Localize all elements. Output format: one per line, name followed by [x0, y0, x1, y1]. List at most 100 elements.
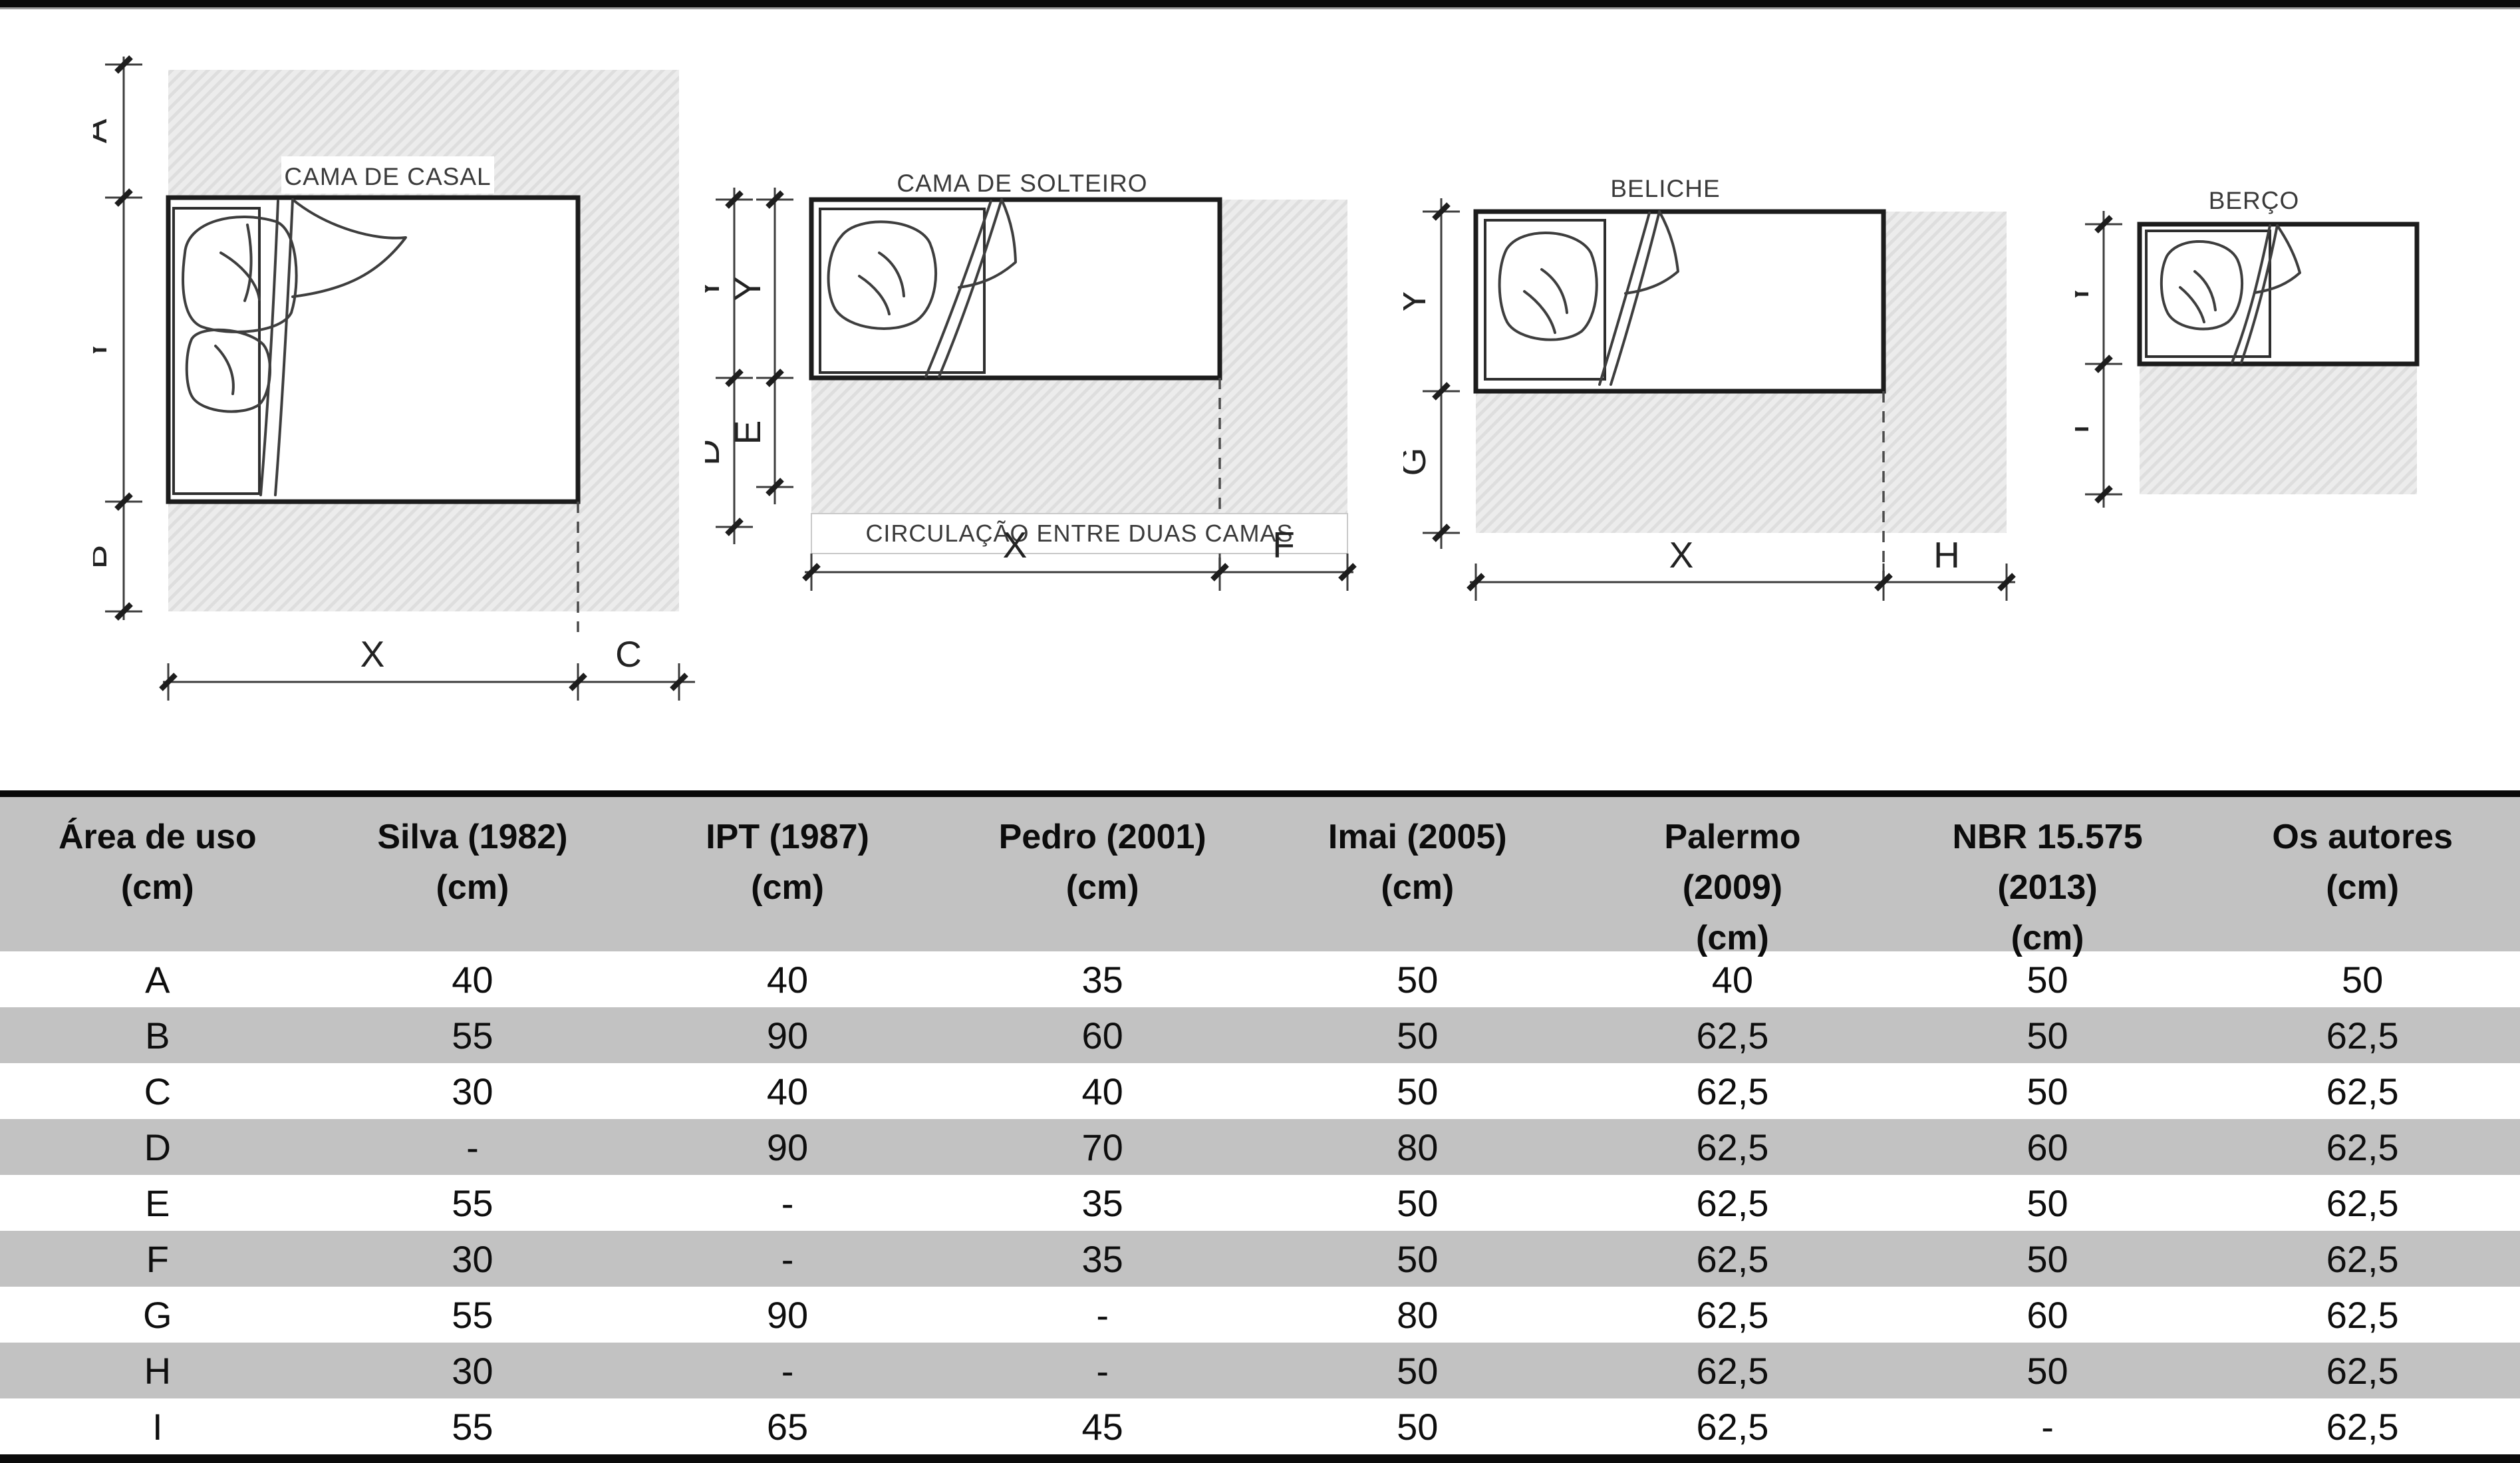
table-cell: 50 — [2027, 958, 2068, 1001]
row-label: H — [144, 1349, 172, 1392]
dim-label-x: X — [1669, 534, 1694, 575]
pillow-crease — [2179, 270, 2217, 323]
table-cell: 65 — [766, 1405, 809, 1448]
table-row: H 30 - - 50 62,5 50 62,5 — [0, 1343, 2520, 1398]
table-cell: - — [781, 1349, 794, 1392]
table-body: A 40 40 35 50 40 50 50 B 55 90 60 50 62,… — [0, 951, 2520, 1454]
header-line: (cm) — [436, 868, 509, 907]
diagram-title: BERÇO — [2209, 187, 2300, 214]
sheet-flap-sketch — [1624, 210, 1679, 295]
table-cell: 62,5 — [1696, 1349, 1769, 1392]
table-cell: 50 — [1397, 1405, 1439, 1448]
table-cell: 55 — [452, 1293, 493, 1336]
pillow-crease — [219, 224, 261, 302]
sheet-edge-sketch — [1598, 210, 1661, 386]
dim-label-y: Y — [2075, 282, 2096, 307]
dimension-lines — [716, 188, 1357, 591]
table-top-border — [0, 790, 2520, 797]
column-header-os-autores: Os autores (cm) — [2205, 797, 2520, 951]
row-label: E — [145, 1182, 170, 1224]
title-box — [281, 156, 494, 194]
diagram-title: BELICHE — [1610, 180, 1720, 202]
dimension-lines — [2085, 211, 2122, 508]
bed-sketch — [2145, 224, 2301, 364]
column-header-palermo: Palermo (2009) (cm) — [1575, 797, 1890, 957]
table-cell: 45 — [1081, 1405, 1123, 1448]
diagram-beliche: BELICHE Y G X H — [1403, 180, 2016, 601]
table-cell: 60 — [2027, 1126, 2068, 1168]
dim-label-x: X — [360, 633, 385, 675]
table-cell: - — [781, 1182, 794, 1224]
header-line: (cm) — [2011, 919, 2084, 957]
dim-label-f: F — [1272, 524, 1295, 566]
header-line: IPT (1987) — [706, 818, 869, 856]
row-label: D — [144, 1126, 172, 1168]
column-header-pedro: Pedro (2001) (cm) — [945, 797, 1260, 951]
table-cell: 62,5 — [2326, 1070, 2399, 1112]
dim-label-x: X — [1003, 524, 1028, 566]
dimension-lines — [1423, 198, 2016, 601]
table-cell: 50 — [1397, 1070, 1439, 1112]
table-cell: 60 — [1081, 1014, 1123, 1057]
bed-sketch — [819, 198, 1017, 378]
table-cell: 80 — [1397, 1293, 1439, 1336]
dim-label-y: Y — [1403, 289, 1433, 314]
table-cell: 40 — [1711, 958, 1754, 1001]
mattress-outline — [819, 208, 986, 374]
table-cell: - — [466, 1126, 479, 1168]
mattress-outline — [172, 207, 261, 495]
bed-sketch — [172, 198, 407, 496]
table-cell: 50 — [1397, 958, 1439, 1001]
table-row: I 55 65 45 50 62,5 - 62,5 — [0, 1398, 2520, 1454]
diagram-cama-de-solteiro: CIRCULAÇÃO ENTRE DUAS CAMAS CAMA DE SOLT… — [705, 173, 1357, 591]
mattress-outline — [2145, 230, 2271, 358]
dim-label-i: I — [2075, 424, 2096, 434]
diagram-title: CAMA DE SOLTEIRO — [897, 173, 1147, 197]
row-label: B — [145, 1014, 170, 1057]
bed-outline — [1473, 209, 1886, 394]
pillow-sketch — [182, 216, 298, 333]
diagram-cama-de-casal: CAMA DE CASAL A Y B X C — [93, 55, 695, 701]
table-cell: 50 — [1397, 1237, 1439, 1280]
table-cell: 62,5 — [2326, 1237, 2399, 1280]
table-cell: 62,5 — [1696, 1182, 1769, 1224]
table-cell: 62,5 — [1696, 1405, 1769, 1448]
hatched-clearance-area — [2140, 366, 2417, 494]
table-cell: 55 — [452, 1014, 493, 1057]
header-line: (2013) — [1997, 868, 2098, 907]
column-header-silva: Silva (1982) (cm) — [315, 797, 630, 951]
dim-label-c: C — [615, 633, 642, 675]
header-line: Pedro (2001) — [998, 818, 1206, 856]
dim-label-e: E — [727, 420, 768, 445]
table-cell: 50 — [2027, 1349, 2068, 1392]
sheet-edge-sketch — [2231, 224, 2279, 364]
table-cell: 50 — [1397, 1349, 1439, 1392]
table-cell: - — [781, 1237, 794, 1280]
sheet-flap-sketch — [2253, 224, 2301, 294]
pillow-sketch — [2160, 240, 2244, 331]
header-line: Silva (1982) — [377, 818, 568, 856]
table-cell: 62,5 — [2326, 1349, 2399, 1392]
mattress-outline — [1484, 219, 1606, 381]
table-cell: 35 — [1081, 1237, 1123, 1280]
table-cell: 55 — [452, 1405, 493, 1448]
sheet-edge-sketch — [259, 198, 294, 496]
table-header-row: Área de uso (cm) Silva (1982) (cm) IPT (… — [0, 797, 2520, 957]
table-cell: 62,5 — [1696, 1237, 1769, 1280]
dim-label-y: Y — [93, 338, 114, 363]
table-cell: 62,5 — [1696, 1126, 1769, 1168]
dim-label-h: H — [1933, 534, 1960, 575]
table-row: F 30 - 35 50 62,5 50 62,5 — [0, 1231, 2520, 1287]
row-label: C — [144, 1070, 172, 1112]
table-cell: 90 — [766, 1293, 809, 1336]
diagram-title: CAMA DE CASAL — [284, 163, 491, 190]
row-label: F — [146, 1237, 169, 1280]
dimension-lines — [105, 55, 695, 701]
table-cell: - — [1096, 1293, 1109, 1336]
table-row: G 55 90 - 80 62,5 60 62,5 — [0, 1287, 2520, 1343]
diagram-berco: BERÇO Y I — [2075, 187, 2420, 508]
pillow-sketch — [185, 328, 271, 413]
table-cell: 62,5 — [2326, 1182, 2399, 1224]
sheet-flap-sketch — [291, 198, 407, 298]
pillow-crease — [214, 345, 235, 395]
